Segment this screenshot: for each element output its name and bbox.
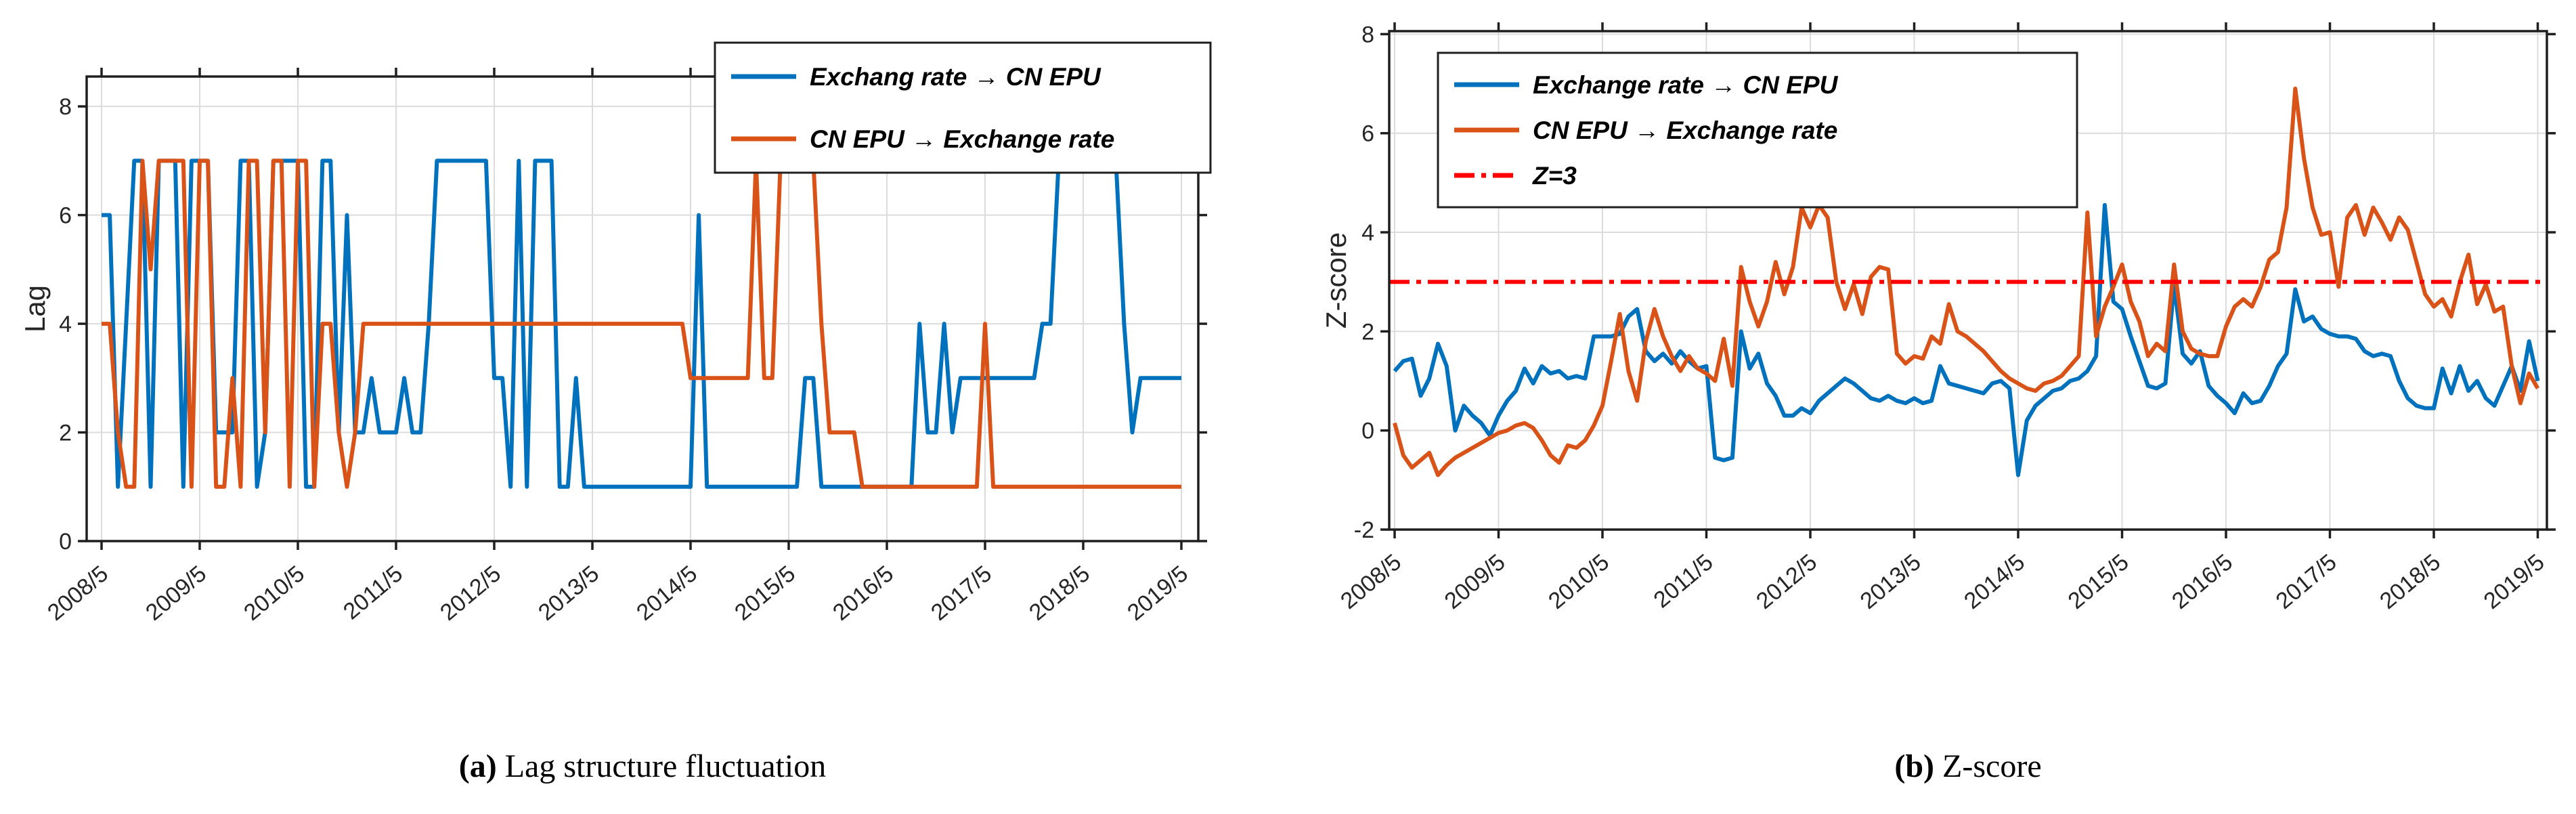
x-tick-label: 2009/5 [1440,549,1510,614]
x-tick-label: 2016/5 [2167,549,2237,614]
caption-b: (b) Z-score [1389,740,2547,794]
axes-box [85,75,1200,542]
legend-label: Z=3 [1532,162,1577,190]
axes-box [1388,30,2548,531]
tick-marks [1380,22,2556,538]
y-tick-label: 0 [1361,419,1374,444]
x-tick-label: 2019/5 [2479,549,2550,614]
lag-series-orange-line [102,158,1181,489]
y-tick-label: 2 [1361,319,1374,345]
legend-box [714,41,1212,174]
y-tick-label: 8 [1361,22,1374,47]
x-tick-label: 2018/5 [2375,549,2445,614]
x-tick-label: 2013/5 [1856,549,1926,614]
legend-box [1437,51,2078,209]
caption-a: (a) Lag structure fluctuation [87,740,1198,794]
lag-legend: Exchang rate → CN EPU CN EPU → Exchange r… [714,41,1212,174]
caption-b-marker: (b) [1894,748,1935,784]
legend-label: Exchang rate → CN EPU [810,63,1101,91]
caption-a-text: Lag structure fluctuation [496,748,827,784]
y-tick-label: 4 [59,312,72,337]
y-tick-label: 2 [59,421,72,446]
y-tick-label: 0 [59,529,72,555]
x-tick-label: 2015/5 [2064,549,2134,614]
series-group [1389,86,2547,477]
legend-label: CN EPU → Exchange rate [810,125,1114,153]
z-series-blue-line [1393,202,2540,477]
series-group [102,158,1181,489]
y-tick-label: 6 [59,203,72,229]
x-tick-label: 2014/5 [1959,549,2030,614]
caption-b-text: Z-score [1934,748,2042,784]
y-tick-label: 6 [1361,121,1374,147]
legend-label: CN EPU → Exchange rate [1533,116,1837,144]
x-tick-label: 2008/5 [1336,549,1406,614]
z-legend: Exchange rate → CN EPU CN EPU → Exchange … [1437,51,2078,209]
z-series-orange-line [1393,86,2540,477]
x-tick-label: 2011/5 [1649,549,1718,613]
legend-label: Exchange rate → CN EPU [1533,71,1839,99]
y-tick-label: 4 [1361,220,1374,246]
x-tick-label: 2017/5 [2271,549,2342,614]
x-tick-label: 2010/5 [1544,549,1614,614]
x-tick-label: 2012/5 [1751,549,1822,614]
caption-a-marker: (a) [458,748,497,784]
y-axis-label: Lag [19,285,51,333]
y-tick-label: 8 [59,94,72,120]
y-axis-label: Z-score [1320,232,1352,328]
y-tick-label: -2 [1354,517,1374,543]
